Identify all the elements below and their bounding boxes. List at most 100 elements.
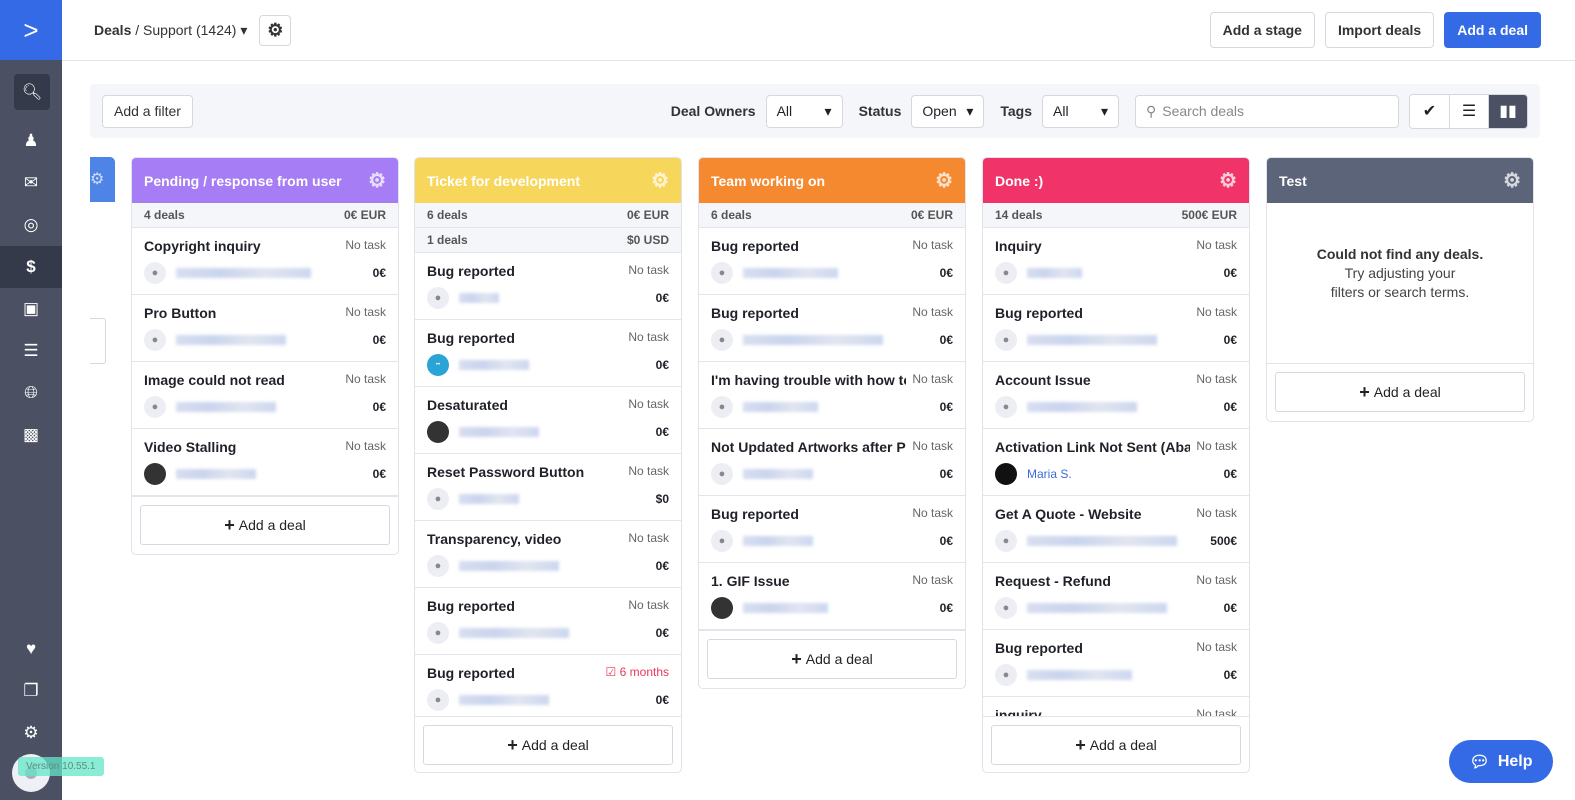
deal-owner[interactable]: ● [711,262,838,284]
deal-card[interactable]: Activation Link Not Sent (Abando No task M… [983,429,1249,496]
previous-stage-add-button[interactable] [90,318,106,364]
stage-header[interactable]: Test ⚙ [1267,158,1533,203]
pipeline-select[interactable]: Support (1424) [143,21,237,38]
deal-title[interactable]: Copyright inquiry [144,238,261,254]
stage-header[interactable]: Pending / response from user ⚙ [132,158,398,203]
deal-title[interactable]: Request - Refund [995,573,1111,589]
add-deal-in-stage-button[interactable]: + Add a deal [991,725,1241,765]
deal-title[interactable]: Video Stalling [144,439,237,455]
deal-title[interactable]: Bug reported [711,506,799,522]
deal-title[interactable]: Get A Quote - Website [995,506,1142,522]
deal-owner[interactable]: ● [995,597,1167,619]
deal-owner[interactable]: ● [711,530,813,552]
heart-icon[interactable]: ♥ [25,639,37,658]
deal-title[interactable]: Bug reported [427,263,515,279]
deal-card[interactable]: 1. GIF Issue No task 0€ [699,563,965,630]
breadcrumb-deals[interactable]: Deals [94,21,132,38]
deal-card[interactable]: Bug reported No task ● 0€ [983,630,1249,697]
deal-card[interactable]: Copyright inquiry No task ● 0€ [132,228,398,295]
deal-title[interactable]: Bug reported [995,640,1083,656]
gear-icon[interactable]: ⚙ [935,170,953,192]
deal-card[interactable]: Inquiry No task ● 0€ [983,228,1249,295]
deal-card[interactable]: Bug reported No task ● 0€ [415,588,681,655]
deal-title[interactable]: Bug reported [427,598,515,614]
deal-title[interactable]: inquiry [995,707,1042,716]
conversations-icon[interactable]: ▣ [22,299,40,318]
stage-header[interactable]: Team working on ⚙ [699,158,965,203]
logo-icon[interactable]: > [0,0,62,60]
deal-card[interactable]: Transparency, video No task ● 0€ [415,521,681,588]
deal-card[interactable]: Video Stalling No task 0€ [132,429,398,496]
deal-owner[interactable] [427,421,539,443]
deal-title[interactable]: Inquiry [995,238,1042,254]
deal-owner[interactable]: Maria S. [995,463,1072,485]
deal-owner[interactable]: ● [711,329,883,351]
pages-icon[interactable]: ❐ [23,681,39,700]
deal-card[interactable]: Bug reported No task ● 0€ [983,295,1249,362]
deal-owner[interactable]: ● [427,555,559,577]
deal-card[interactable]: I'm having trouble with how text No task ●… [699,362,965,429]
deals-icon[interactable]: $ [0,246,62,288]
deal-card[interactable]: Bug reported No task ● 0€ [415,253,681,320]
deal-owner[interactable]: ● [711,463,813,485]
deal-card[interactable]: Account Issue No task ● 0€ [983,362,1249,429]
add-deal-in-stage-button[interactable]: + Add a deal [707,639,957,679]
deal-owner[interactable]: ● [144,262,311,284]
help-button[interactable]: 💬︎ Help [1449,740,1553,783]
deal-card[interactable]: Reset Password Button No task ● $0 [415,454,681,521]
deal-owner[interactable]: ● [427,689,549,711]
import-deals-button[interactable]: Import deals [1324,12,1435,48]
status-select[interactable]: Open ▾ [911,94,985,128]
gear-icon[interactable]: ⚙ [1219,170,1237,192]
deal-title[interactable]: Transparency, video [427,531,562,547]
deal-card[interactable]: Bug reported No task ● 0€ [699,295,965,362]
kanban-view-icon[interactable]: ▮▮ [1488,94,1527,128]
deal-title[interactable]: Image could not read [144,372,285,388]
deal-card[interactable]: Not Updated Artworks after Payr No task ● 0… [699,429,965,496]
deal-card[interactable]: Pro Button No task ● 0€ [132,295,398,362]
deal-owner[interactable]: ● [427,488,519,510]
add-deal-in-stage-button[interactable]: + Add a deal [140,505,390,545]
deal-title[interactable]: Account Issue [995,372,1091,388]
deal-owner[interactable]: ● [144,396,276,418]
deal-card[interactable]: Bug reported No task •• 0€ [415,320,681,387]
deal-card[interactable]: Bug reported No task ● 0€ [699,228,965,295]
deal-card[interactable]: Request - Refund No task ● 0€ [983,563,1249,630]
deal-owner[interactable]: ● [144,329,286,351]
deal-card[interactable]: Bug reported ☑ 6 months ● 0€ [415,655,681,716]
stage-header[interactable]: Ticket for development ⚙ [415,158,681,203]
deal-owner[interactable]: ● [995,262,1082,284]
deal-owner[interactable]: ● [427,287,499,309]
deal-title[interactable]: Pro Button [144,305,217,321]
deal-title[interactable]: Not Updated Artworks after Payr [711,439,907,455]
deal-card[interactable]: Image could not read No task ● 0€ [132,362,398,429]
deal-owner[interactable] [144,463,256,485]
list-view-icon[interactable]: ☰ [1449,94,1488,128]
caret-down-icon[interactable]: ▾ [240,21,248,38]
deal-title[interactable]: Bug reported [427,665,515,681]
deal-title[interactable]: Activation Link Not Sent (Abando [995,439,1190,455]
deal-owner[interactable] [711,597,828,619]
gear-icon[interactable]: ⚙ [90,171,105,188]
tags-select[interactable]: All ▾ [1042,94,1119,128]
contacts-icon[interactable]: ♟ [23,131,39,150]
gear-icon[interactable]: ⚙ [1503,170,1521,192]
deal-owner[interactable]: ● [427,622,569,644]
deal-title[interactable]: Bug reported [427,330,515,346]
search-icon[interactable]: 🔍︎ [14,74,50,110]
settings-icon[interactable]: ⚙ [23,723,39,742]
deal-title[interactable]: Desaturated [427,397,508,413]
add-filter-button[interactable]: Add a filter [102,94,193,128]
email-icon[interactable]: ✉ [23,173,39,192]
website-icon[interactable]: 🌐︎ [24,383,38,402]
deal-title[interactable]: Bug reported [711,305,799,321]
deal-title[interactable]: Bug reported [711,238,799,254]
deal-owners-select[interactable]: All ▾ [765,94,843,128]
deal-owner[interactable]: ● [995,329,1157,351]
add-deal-in-stage-button[interactable]: + Add a deal [423,725,673,765]
deal-title[interactable]: 1. GIF Issue [711,573,790,589]
search-deals-input[interactable]: ⚲ Search deals [1135,94,1399,128]
deal-owner[interactable]: ● [995,396,1137,418]
stage-header[interactable]: Done :) ⚙ [983,158,1249,203]
